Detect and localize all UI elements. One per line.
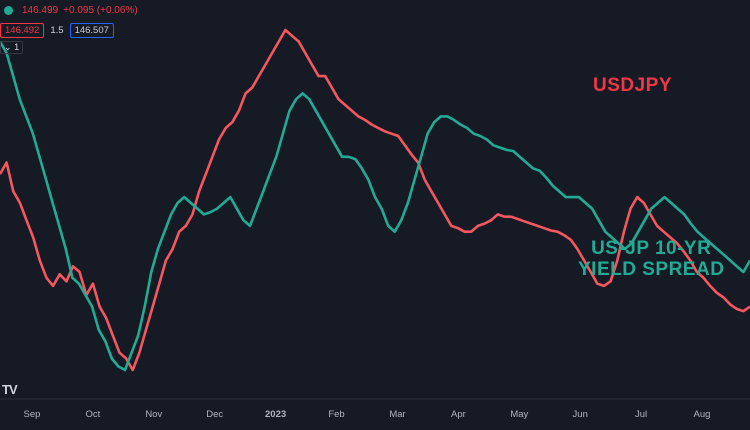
x-tick-label: 2023 [265,409,286,420]
x-tick-label: Dec [206,409,223,420]
time-axis[interactable]: Sep Oct Nov Dec 2023 Feb Mar Apr May Jun Jul Aug [24,409,711,420]
bid-ask-spread: 1.5 [50,25,64,36]
x-tick-label: Nov [145,409,162,420]
collapse-toggle[interactable]: ⌄ 1 [0,41,24,54]
usdjpy-series-label: USDJPY [593,75,673,96]
tradingview-logo[interactable]: TV [2,382,18,397]
spread-label-line-2: YIELD SPREAD [578,259,725,280]
market-open-icon [4,6,13,15]
series-group [0,28,750,372]
x-tick-label: Jun [573,409,588,420]
usdjpy-line [0,28,750,372]
x-tick-label: May [510,409,528,420]
bid-ask-row: 146.492 1.5 146.507 [0,23,114,38]
x-tick-label: Mar [389,409,405,420]
x-tick-label: Aug [694,409,711,420]
last-price: 146.499 [22,5,59,16]
sell-price-button[interactable]: 146.492 [0,23,45,38]
spread-series-label: US-JP 10-YR YIELD SPREAD [578,238,724,280]
indicator-collapse-toggle[interactable]: ⌄ 1 [0,41,24,54]
symbol-legend: 146.499 +0.095 (+0.06%) [4,5,138,16]
buy-price-button[interactable]: 146.507 [69,23,114,38]
x-tick-label: Apr [451,409,466,420]
x-tick-label: Feb [328,409,344,420]
yield-spread-line [0,40,750,372]
price-change: +0.095 (+0.06%) [63,5,138,16]
x-tick-label: Sep [24,409,41,420]
indicator-count: 1 [14,42,20,52]
chevron-down-icon: ⌄ [4,42,12,52]
x-tick-label: Jul [635,409,647,420]
spread-label-line-1: US-JP 10-YR [591,238,712,259]
x-tick-label: Oct [86,409,101,420]
